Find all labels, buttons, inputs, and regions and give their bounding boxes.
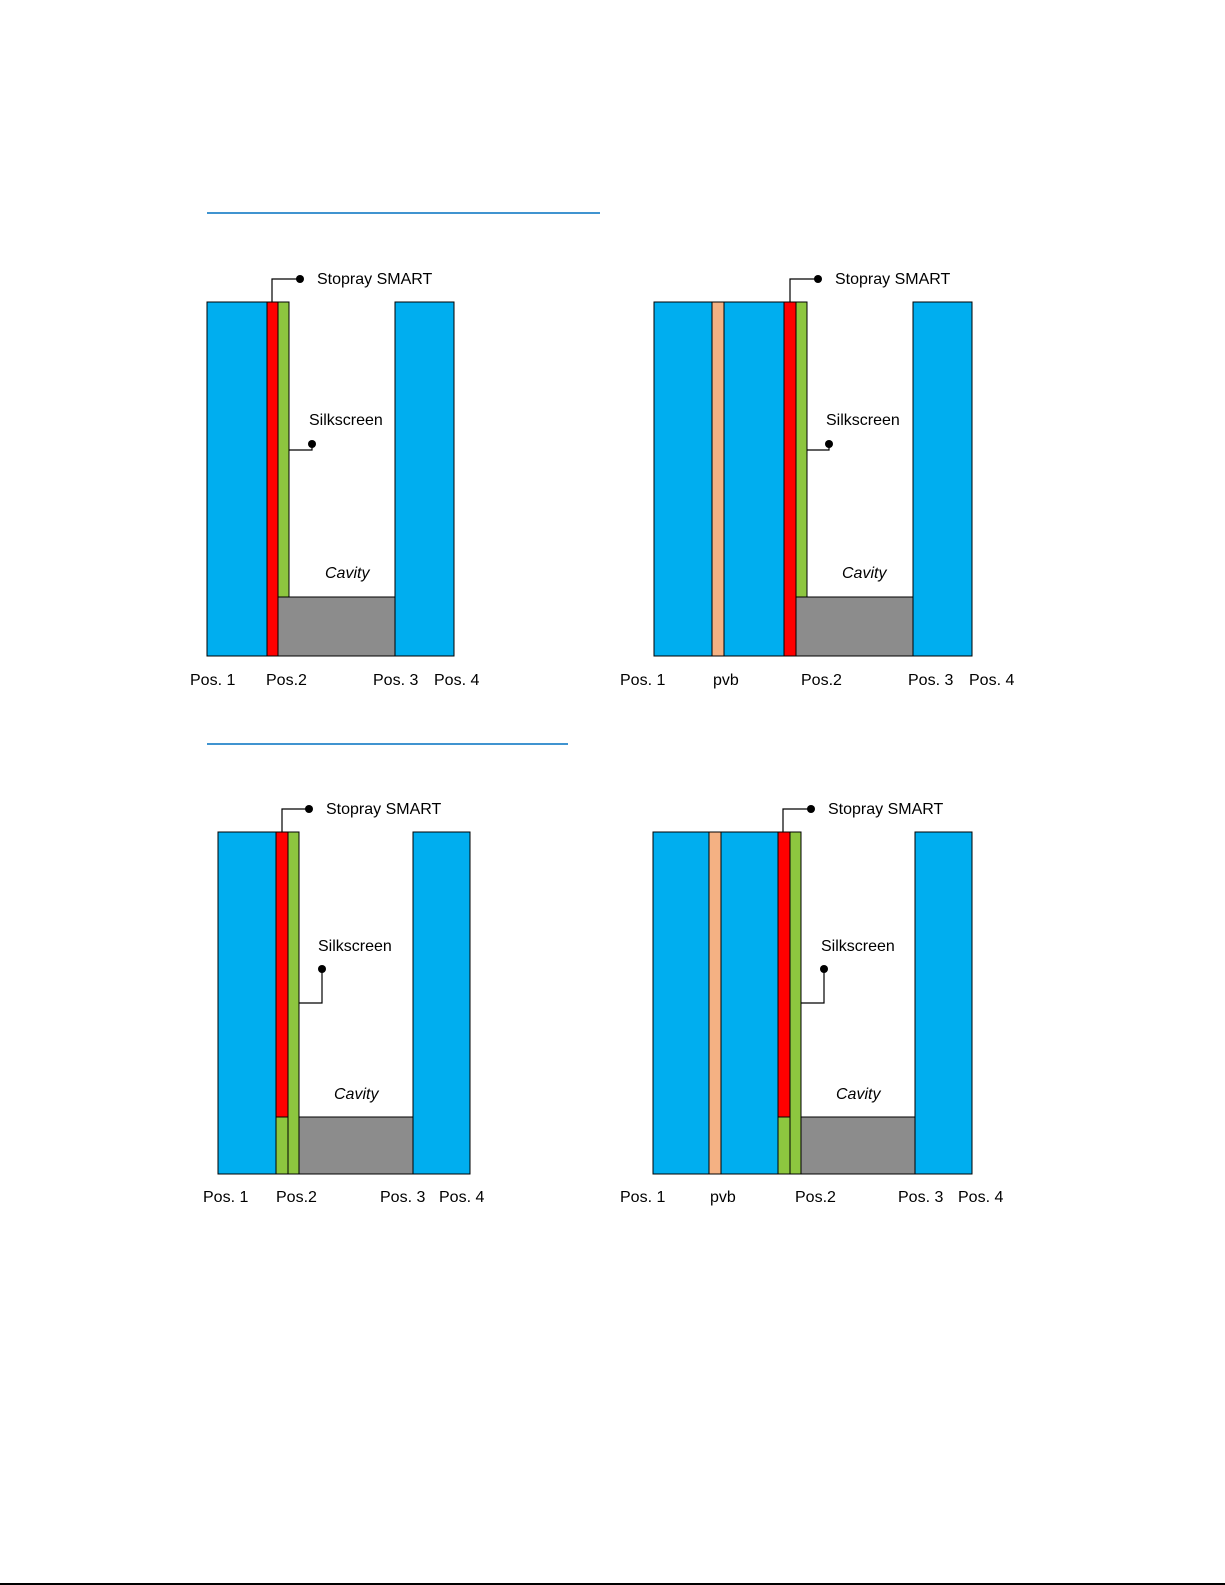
pvb-interlayer xyxy=(711,301,725,657)
coating-layer xyxy=(783,301,797,657)
glass-pane-inner xyxy=(394,301,455,657)
silkscreen-layer xyxy=(789,831,802,1175)
glass-pane-inner xyxy=(912,301,973,657)
silkscreen-leader-dot xyxy=(318,965,326,973)
spacer-block xyxy=(298,1116,414,1175)
silkscreen-label: Silkscreen xyxy=(318,938,392,955)
coating-label: Stopray SMART xyxy=(828,801,944,818)
coating-leader-line xyxy=(782,808,811,832)
silkscreen-base-layer xyxy=(275,1116,289,1175)
spacer-block xyxy=(277,596,396,657)
glass-pane-outer xyxy=(652,831,710,1175)
pos3-label: Pos. 3 xyxy=(373,672,418,689)
silkscreen-layer xyxy=(287,831,300,1175)
silkscreen-leader-line xyxy=(801,969,825,1004)
glass-pane-outer xyxy=(217,831,277,1175)
spacer-block xyxy=(795,596,914,657)
coating-leader-dot xyxy=(305,805,313,813)
pos4-label: Pos. 4 xyxy=(439,1189,484,1206)
pos4-label: Pos. 4 xyxy=(958,1189,1003,1206)
coating-leader-line xyxy=(281,808,309,832)
silkscreen-label: Silkscreen xyxy=(826,412,900,429)
silkscreen-leader-dot xyxy=(825,440,833,448)
glass-pane-outer xyxy=(206,301,268,657)
pos4-label: Pos. 4 xyxy=(969,672,1014,689)
diagram-top-left: Stopray SMART Silkscreen Cavity Pos. 1 P… xyxy=(190,271,479,689)
coating-label: Stopray SMART xyxy=(835,271,951,288)
pos3-label: Pos. 3 xyxy=(908,672,953,689)
coating-label: Stopray SMART xyxy=(326,801,442,818)
pos2-label: Pos.2 xyxy=(801,672,842,689)
diagram-bottom-left: Stopray SMART Silkscreen Cavity Pos. 1 P… xyxy=(203,801,484,1206)
cavity-label: Cavity xyxy=(842,565,887,582)
coating-leader-dot xyxy=(296,275,304,283)
silkscreen-label: Silkscreen xyxy=(821,938,895,955)
silkscreen-leader-line xyxy=(299,969,323,1004)
coating-label: Stopray SMART xyxy=(317,271,433,288)
pvb-interlayer xyxy=(708,831,722,1175)
pvb-label: pvb xyxy=(710,1189,736,1206)
diagram-bottom-right: Stopray SMART Silkscreen Cavity Pos. 1 p… xyxy=(620,801,1003,1206)
cavity-label: Cavity xyxy=(836,1086,881,1103)
spacer-block xyxy=(800,1116,916,1175)
coating-layer xyxy=(275,831,289,1118)
pos2-label: Pos.2 xyxy=(276,1189,317,1206)
glass-pane-laminate xyxy=(723,301,785,657)
silkscreen-leader-dot xyxy=(308,440,316,448)
glass-pane-inner xyxy=(914,831,973,1175)
coating-layer xyxy=(777,831,791,1118)
silkscreen-layer xyxy=(277,301,290,598)
pos1-label: Pos. 1 xyxy=(190,672,235,689)
coating-leader-dot xyxy=(807,805,815,813)
glass-pane-outer xyxy=(653,301,713,657)
glass-pane-laminate xyxy=(720,831,779,1175)
silkscreen-layer xyxy=(795,301,808,598)
pos2-label: Pos.2 xyxy=(266,672,307,689)
coating-leader-dot xyxy=(814,275,822,283)
cavity-label: Cavity xyxy=(325,565,370,582)
pos4-label: Pos. 4 xyxy=(434,672,479,689)
pos2-label: Pos.2 xyxy=(795,1189,836,1206)
cavity-label: Cavity xyxy=(334,1086,379,1103)
pos1-label: Pos. 1 xyxy=(203,1189,248,1206)
pos3-label: Pos. 3 xyxy=(380,1189,425,1206)
pos1-label: Pos. 1 xyxy=(620,672,665,689)
coating-layer xyxy=(266,301,279,657)
coating-leader-line xyxy=(271,278,300,302)
diagram-top-right: Stopray SMART Silkscreen Cavity Pos. 1 p… xyxy=(620,271,1014,689)
silkscreen-leader-dot xyxy=(820,965,828,973)
silkscreen-label: Silkscreen xyxy=(309,412,383,429)
silkscreen-base-layer xyxy=(777,1116,791,1175)
coating-leader-line xyxy=(789,278,818,302)
pvb-label: pvb xyxy=(713,672,739,689)
pos1-label: Pos. 1 xyxy=(620,1189,665,1206)
pos3-label: Pos. 3 xyxy=(898,1189,943,1206)
glass-pane-inner xyxy=(412,831,471,1175)
